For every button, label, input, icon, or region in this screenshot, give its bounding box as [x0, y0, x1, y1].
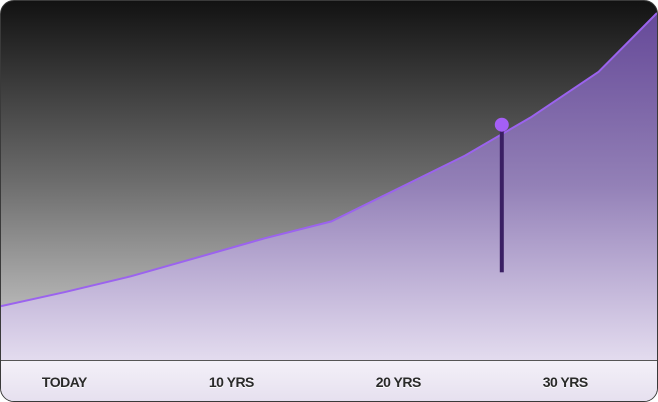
series-line [1, 12, 657, 308]
marker-stem [499, 124, 504, 273]
x-axis-strip: TODAY 10 YRS 20 YRS 30 YRS [1, 360, 657, 401]
x-tick-label-10-yrs: 10 YRS [208, 374, 255, 390]
marker-dot[interactable] [494, 117, 509, 132]
area-fill [1, 13, 657, 360]
x-tick-label-today: TODAY [41, 374, 87, 390]
x-tick-label-30-yrs: 30 YRS [542, 374, 589, 390]
x-tick-label-20-yrs: 20 YRS [375, 374, 422, 390]
